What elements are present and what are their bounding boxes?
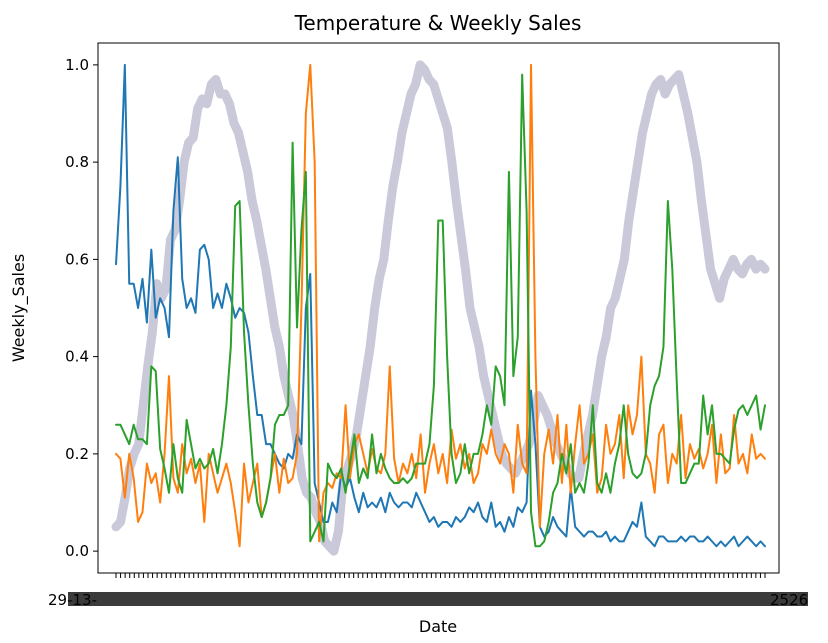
y-tick-label: 0.2 [65,445,89,463]
x-tick-label-cluster [68,592,808,606]
y-axis-label: Weekly_Sales [9,254,29,362]
series-line-2 [115,73,766,548]
y-axis: 0.0 0.2 0.4 0.6 0.8 1.0 [65,56,98,560]
series-line-1 [115,63,766,548]
chart-title: Temperature & Weekly Sales [294,11,582,35]
x-axis: 29-13- 2526 [48,573,808,609]
series-layer [111,60,770,556]
plot-frame [97,42,780,574]
y-tick-label: 1.0 [65,56,89,74]
y-tick-label: 0.4 [65,348,89,366]
y-tick-label: 0.0 [65,542,89,560]
y-tick-label: 0.6 [65,250,89,268]
y-tick-label: 0.8 [65,153,89,171]
x-tick-label-last: 2526 [770,591,808,609]
series-line-0 [115,63,766,548]
x-axis-label: Date [419,617,457,636]
x-tick-label-first: 29-13- [48,591,97,609]
series-line-3 [111,60,770,556]
